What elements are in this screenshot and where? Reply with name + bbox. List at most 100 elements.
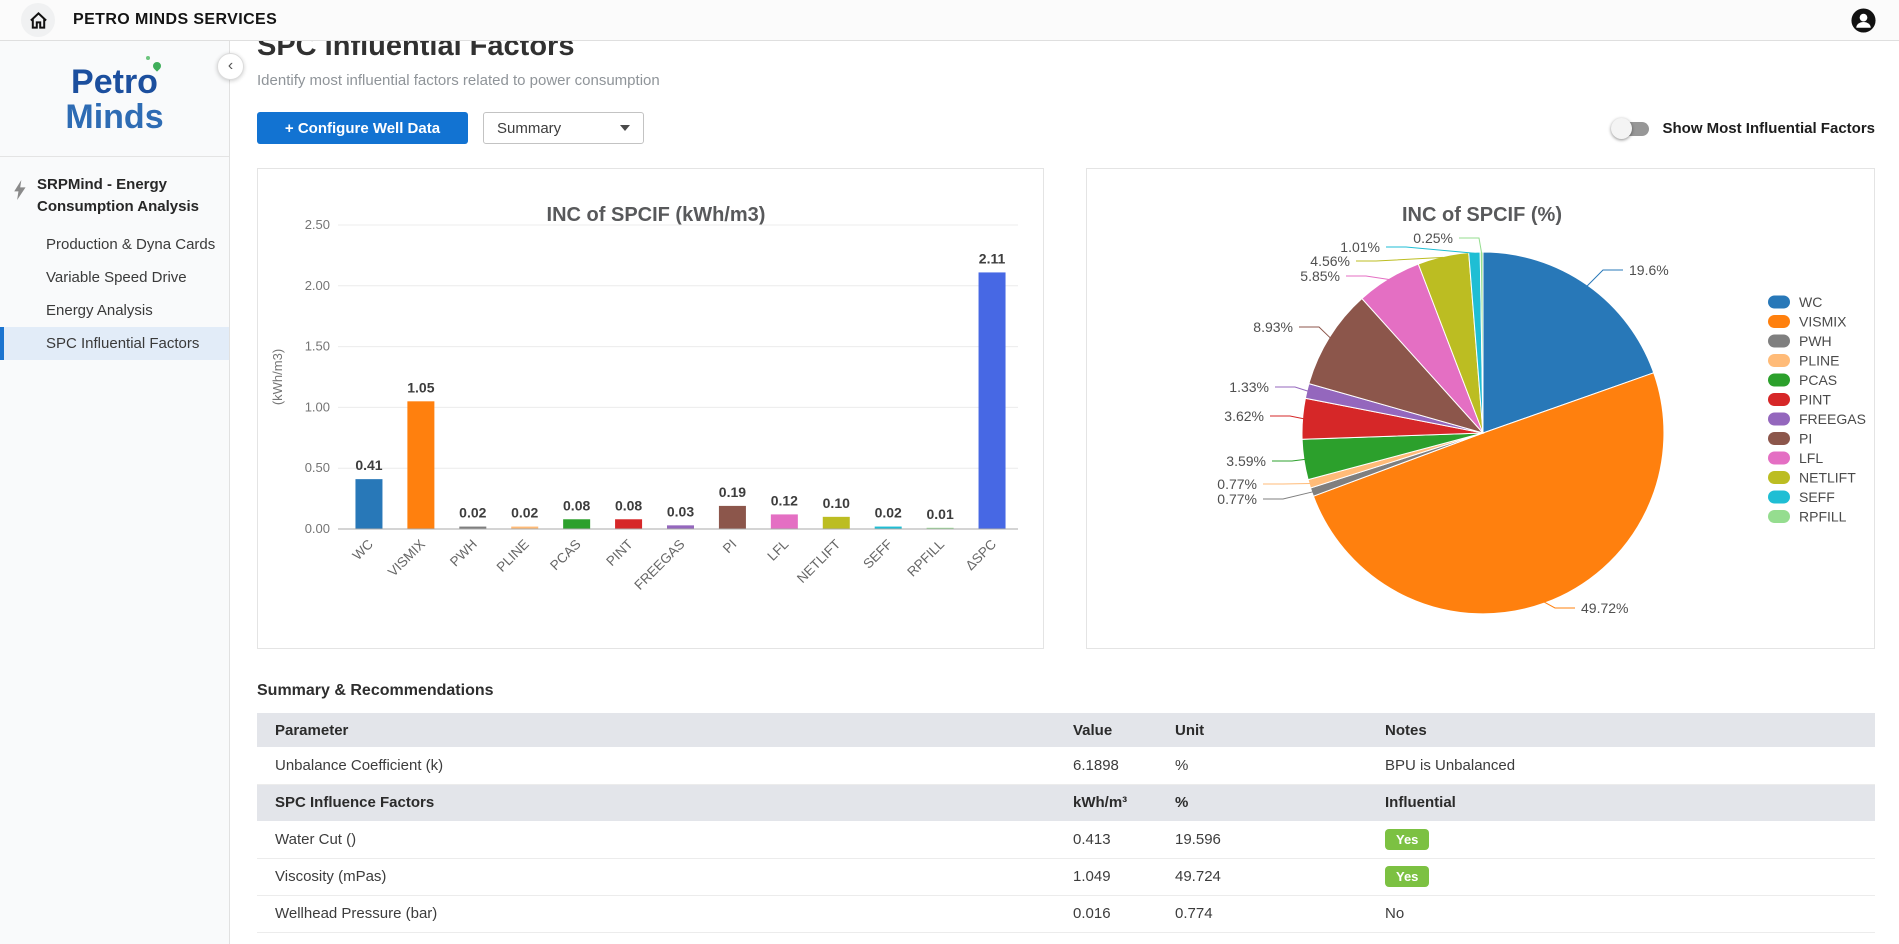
svg-text:2.00: 2.00	[305, 278, 330, 293]
view-select[interactable]: Summary	[483, 112, 644, 144]
home-icon	[29, 11, 47, 29]
svg-text:0.41: 0.41	[355, 457, 382, 473]
svg-text:1.00: 1.00	[305, 399, 330, 414]
account-button[interactable]	[1850, 7, 1877, 34]
summary-table-body: Unbalance Coefficient (k) 6.1898% BPU is U…	[257, 747, 1875, 932]
page-subtitle: Identify most influential factors relate…	[257, 72, 660, 89]
svg-text:0.00: 0.00	[305, 521, 330, 536]
pie-legend[interactable]: WC VISMIX PWH PLINE PCAS PINT FREEGAS PI LFL NETL…	[1768, 294, 1866, 525]
svg-text:8.93%: 8.93%	[1253, 319, 1293, 335]
cell-unit: 49.724	[1175, 868, 1221, 885]
svg-text:2.50: 2.50	[305, 217, 330, 232]
logo-droplet-dot-icon	[145, 56, 150, 60]
sidebar-collapse-button[interactable]: ‹	[217, 53, 244, 80]
chevron-left-icon: ‹	[227, 56, 234, 74]
show-influential-toggle[interactable]	[1611, 117, 1651, 139]
cell-parameter: SPC Influence Factors	[275, 794, 435, 812]
svg-text:49.72%: 49.72%	[1581, 600, 1628, 616]
cell-value: 1.049	[1073, 868, 1111, 885]
pie-chart-card: INC of SPCIF (%) 19.6% 49.72% 0.77% 0.77% 3.5…	[1086, 168, 1875, 649]
cell-unit: 19.596	[1175, 830, 1221, 848]
legend-swatch-WC	[1768, 295, 1790, 309]
summary-table-header: Parameter Value Unit Notes	[257, 713, 1875, 747]
svg-text:SEFF: SEFF	[860, 537, 895, 572]
bar-WC	[355, 479, 383, 529]
legend-label-PI: PI	[1799, 431, 1812, 447]
logo-line2: Minds	[65, 98, 164, 136]
svg-text:2.11: 2.11	[979, 250, 1006, 266]
cell-notes: Influential	[1385, 794, 1456, 812]
svg-text:PINT: PINT	[603, 537, 635, 569]
sidebar-item-energy-analysis[interactable]: Energy Analysis	[46, 301, 153, 319]
svg-text:1.05: 1.05	[407, 379, 434, 395]
svg-text:PLINE: PLINE	[494, 537, 532, 575]
legend-swatch-NETLIFT	[1768, 471, 1790, 484]
cell-unit: %	[1175, 794, 1189, 812]
sidebar-item-spc-influential-factors[interactable]: SPC Influential Factors	[0, 326, 229, 360]
svg-text:0.03: 0.03	[667, 503, 694, 519]
svg-text:0.02: 0.02	[875, 505, 902, 521]
legend-swatch-PINT	[1768, 393, 1790, 406]
table-row: Water Cut () 0.413 19.596 Yes	[257, 821, 1875, 858]
svg-text:5.85%: 5.85%	[1300, 268, 1340, 284]
svg-text:0.19: 0.19	[719, 484, 746, 500]
column-header-value: Value	[1072, 713, 1174, 747]
svg-text:0.12: 0.12	[771, 492, 798, 508]
svg-text:ΔSPC: ΔSPC	[963, 536, 1000, 573]
cell-notes: BPU is Unbalanced	[1385, 756, 1516, 774]
bar-PI	[718, 505, 746, 529]
cell-notes: Yes	[1384, 858, 1875, 895]
legend-label-LFL: LFL	[1799, 450, 1823, 466]
svg-text:0.50: 0.50	[305, 460, 330, 475]
chevron-down-icon	[620, 125, 630, 131]
sidebar-item-production-dyna-cards[interactable]: Production & Dyna Cards	[46, 235, 216, 253]
bar-PINT	[615, 519, 643, 529]
svg-text:0.02: 0.02	[511, 505, 538, 521]
sidebar-nav: Production & Dyna Cards Variable Speed Dr…	[0, 228, 229, 360]
cell-parameter: Unbalance Coefficient (k)	[275, 756, 444, 774]
legend-label-SEFF: SEFF	[1799, 489, 1835, 505]
legend-swatch-PCAS	[1768, 373, 1790, 387]
svg-text:(kWh/m3): (kWh/m3)	[270, 349, 285, 405]
bar-VISMIX	[407, 401, 435, 529]
configure-well-data-button[interactable]: + Configure Well Data	[257, 112, 468, 144]
sidebar-section-label: SRPMind - Energy Consumption Analysis	[37, 176, 199, 216]
pie-slice-VISMIX	[1312, 372, 1665, 615]
view-select-value: Summary	[497, 119, 562, 137]
bar-PWH	[459, 526, 487, 529]
sidebar-item-variable-speed-drive[interactable]: Variable Speed Drive	[46, 268, 187, 286]
cell-parameter: Water Cut ()	[275, 830, 357, 848]
svg-text:1.33%: 1.33%	[1229, 379, 1269, 395]
bar-chart-card: INC of SPCIF (kWh/m3) 0.00 0.50 1.00 1.50 2.0…	[257, 168, 1044, 649]
svg-text:LFL: LFL	[764, 536, 791, 563]
table-row: Wellhead Pressure (bar) 0.016 0.774 No	[257, 895, 1875, 932]
svg-text:3.62%: 3.62%	[1224, 408, 1264, 424]
logo-line1: Petro	[71, 56, 163, 99]
summary-section-title: Summary & Recommendations	[257, 682, 494, 699]
cell-notes: Yes	[1384, 821, 1875, 858]
table-row: Viscosity (mPas) 1.049 49.724 Yes	[257, 858, 1875, 895]
svg-text:VISMIX: VISMIX	[385, 537, 428, 580]
sidebar: Petro Minds SRPMind - Energy Consumption…	[0, 41, 230, 944]
home-button[interactable]	[21, 3, 55, 37]
legend-label-PCAS: PCAS	[1799, 372, 1837, 388]
svg-text:0.77%: 0.77%	[1217, 476, 1257, 492]
bar-NETLIFT	[822, 516, 850, 529]
svg-text:0.01: 0.01	[926, 506, 953, 522]
column-header-notes: Notes	[1384, 713, 1875, 747]
bar-LFL	[770, 514, 798, 529]
legend-label-PWH: PWH	[1799, 333, 1832, 349]
svg-text:PCAS: PCAS	[547, 537, 584, 574]
cell-unit: 0.774	[1175, 905, 1213, 922]
svg-text:0.08: 0.08	[563, 497, 590, 513]
influential-toggle-wrap: Show Most Influential Factors	[1611, 117, 1875, 139]
status-badge: Yes	[1385, 866, 1430, 887]
toggle-thumb	[1611, 117, 1633, 139]
cell-value: kWh/m³	[1073, 794, 1128, 812]
sidebar-section-srpmind[interactable]: SRPMind - Energy Consumption Analysis	[0, 157, 229, 228]
bar-SEFF	[874, 526, 902, 529]
cell-value: 0.413	[1073, 830, 1111, 848]
app-title: PETRO MINDS SERVICES	[73, 11, 278, 28]
legend-label-NETLIFT: NETLIFT	[1799, 470, 1856, 486]
legend-swatch-PI	[1768, 432, 1790, 445]
